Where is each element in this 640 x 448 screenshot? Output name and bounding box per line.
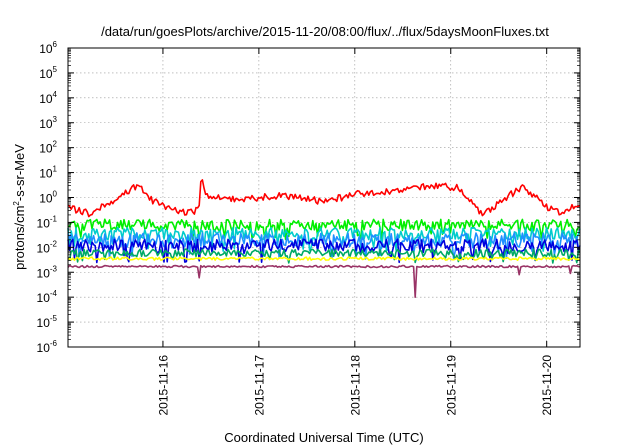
x-tick-label: 2015-11-16 xyxy=(156,355,170,416)
y-tick-label: 103 xyxy=(39,115,57,131)
y-tick-label: 106 xyxy=(39,40,57,56)
y-axis-label-suffix: -s-sr-MeV xyxy=(12,144,27,201)
series-line-3 xyxy=(67,232,581,260)
series-line-1 xyxy=(67,218,581,241)
series-line-6 xyxy=(67,256,581,262)
y-axis: 10-6 10-5 10-4 10-3 10-2 10-1 100 101 102 103 104 1… xyxy=(37,40,580,355)
series-group xyxy=(67,179,581,299)
x-tick-label: 2015-11-20 xyxy=(540,355,554,416)
series-line-7 xyxy=(67,264,581,299)
y-tick-label: 10-6 xyxy=(37,339,58,355)
y-tick-label: 104 xyxy=(39,90,57,106)
grid xyxy=(68,48,580,347)
y-tick-label: 101 xyxy=(39,165,57,181)
y-axis-label-sup: 2 xyxy=(12,201,21,206)
y-tick-label: 105 xyxy=(39,65,57,81)
y-tick-label: 102 xyxy=(39,140,57,156)
y-tick-label: 10-4 xyxy=(37,289,58,305)
y-axis-label: protons/cm2-s-sr-MeV xyxy=(12,144,27,270)
y-tick-label: 10-3 xyxy=(37,264,58,280)
series-line-4 xyxy=(67,238,581,264)
y-tick-label: 10-1 xyxy=(37,214,58,230)
y-axis-label-prefix: protons/cm xyxy=(12,206,27,270)
y-tick-label: 100 xyxy=(39,190,57,206)
x-tick-label: 2015-11-17 xyxy=(252,355,266,416)
series-line-0 xyxy=(67,179,581,218)
y-tick-label: 10-5 xyxy=(37,314,58,330)
x-tick-label: 2015-11-19 xyxy=(444,355,458,416)
y-tick-label: 10-2 xyxy=(37,239,58,255)
series-line-5 xyxy=(67,248,581,264)
x-axis: 2015-11-16 2015-11-17 2015-11-18 2015-11-19… xyxy=(156,48,554,416)
chart-title: /data/run/goesPlots/archive/2015-11-20/0… xyxy=(101,24,549,39)
x-axis-label: Coordinated Universal Time (UTC) xyxy=(224,430,423,445)
x-tick-label: 2015-11-18 xyxy=(348,355,362,416)
